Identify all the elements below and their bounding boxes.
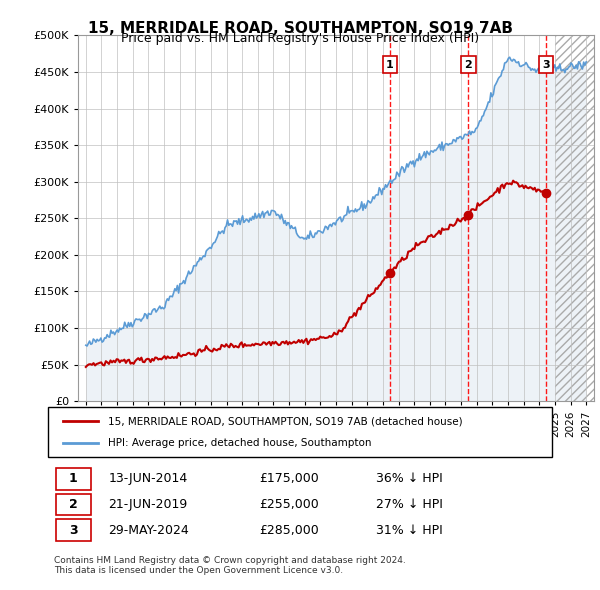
Text: 2: 2 [69, 498, 77, 511]
Text: Contains HM Land Registry data © Crown copyright and database right 2024.
This d: Contains HM Land Registry data © Crown c… [54, 556, 406, 575]
Text: 2: 2 [464, 60, 472, 70]
Text: 3: 3 [69, 523, 77, 536]
Text: £255,000: £255,000 [260, 498, 319, 511]
FancyBboxPatch shape [56, 494, 91, 515]
Text: £285,000: £285,000 [260, 523, 319, 536]
Text: 27% ↓ HPI: 27% ↓ HPI [376, 498, 442, 511]
Text: £175,000: £175,000 [260, 473, 319, 486]
Text: Price paid vs. HM Land Registry's House Price Index (HPI): Price paid vs. HM Land Registry's House … [121, 32, 479, 45]
Text: 29-MAY-2024: 29-MAY-2024 [109, 523, 189, 536]
FancyBboxPatch shape [48, 407, 552, 457]
FancyBboxPatch shape [56, 519, 91, 541]
Text: HPI: Average price, detached house, Southampton: HPI: Average price, detached house, Sout… [109, 438, 372, 448]
Text: 13-JUN-2014: 13-JUN-2014 [109, 473, 188, 486]
Text: 31% ↓ HPI: 31% ↓ HPI [376, 523, 442, 536]
Text: 15, MERRIDALE ROAD, SOUTHAMPTON, SO19 7AB (detached house): 15, MERRIDALE ROAD, SOUTHAMPTON, SO19 7A… [109, 416, 463, 426]
Text: 1: 1 [386, 60, 394, 70]
Text: 1: 1 [69, 473, 77, 486]
Text: 15, MERRIDALE ROAD, SOUTHAMPTON, SO19 7AB: 15, MERRIDALE ROAD, SOUTHAMPTON, SO19 7A… [88, 21, 512, 35]
Text: 36% ↓ HPI: 36% ↓ HPI [376, 473, 442, 486]
Text: 3: 3 [542, 60, 550, 70]
FancyBboxPatch shape [56, 468, 91, 490]
Text: 21-JUN-2019: 21-JUN-2019 [109, 498, 188, 511]
